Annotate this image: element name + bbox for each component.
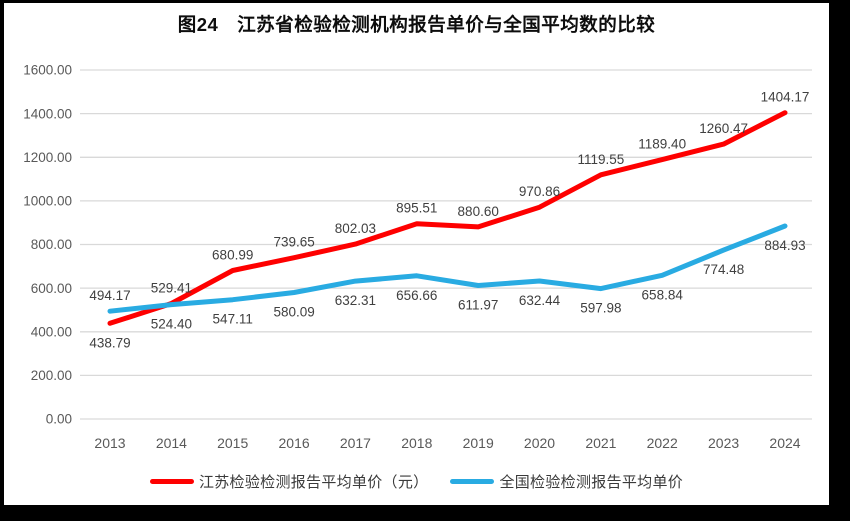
data-label-jiangsu: 802.03 (335, 221, 376, 236)
x-axis-tick-label: 2014 (156, 435, 187, 451)
x-axis-tick-label: 2022 (647, 435, 678, 451)
x-axis-tick-label: 2015 (217, 435, 248, 451)
x-axis-tick-label: 2020 (524, 435, 555, 451)
data-label-national: 656.66 (396, 288, 437, 303)
data-label-jiangsu: 895.51 (396, 201, 437, 216)
legend-label-national: 全国检验检测报告平均单价 (499, 474, 684, 491)
legend-swatch-blue-line (450, 479, 495, 484)
data-label-national: 658.84 (642, 287, 684, 302)
chart-legend: 江苏检验检测报告平均单价（元） 全国检验检测报告平均单价 (4, 471, 829, 492)
y-axis-tick-label: 400.00 (31, 324, 72, 339)
data-label-jiangsu: 680.99 (212, 248, 253, 263)
series-line-national (107, 223, 788, 314)
data-label-jiangsu: 739.65 (273, 235, 314, 250)
x-axis-tick-label: 2019 (463, 435, 494, 451)
data-label-national: 494.17 (89, 288, 130, 303)
data-label-national: 580.09 (273, 305, 314, 320)
data-label-jiangsu: 1119.55 (578, 152, 625, 167)
y-axis-tick-label: 800.00 (31, 237, 72, 252)
data-label-national: 632.44 (519, 293, 561, 308)
x-axis-tick-label: 2021 (585, 435, 616, 451)
scan-edge-left (0, 0, 4, 521)
data-label-jiangsu: 529.41 (151, 281, 192, 296)
scan-edge-right (829, 0, 850, 521)
x-axis-tick-label: 2017 (340, 435, 371, 451)
scan-edge-top (0, 0, 850, 3)
x-axis-tick-label: 2013 (94, 435, 125, 451)
data-label-national: 524.40 (151, 317, 192, 332)
legend-swatch-red-line (149, 479, 194, 484)
data-label-jiangsu: 880.60 (458, 204, 499, 219)
data-label-jiangsu: 438.79 (89, 335, 130, 350)
y-axis-tick-label: 1400.00 (23, 106, 72, 121)
data-label-jiangsu: 1189.40 (638, 137, 686, 152)
chart-title: 图24 江苏省检验检测机构报告单价与全国平均数的比较 (177, 14, 656, 35)
x-axis-tick-label: 2024 (769, 435, 800, 451)
x-axis-tick-label: 2018 (401, 435, 432, 451)
legend-item-jiangsu: 江苏检验检测报告平均单价（元） (149, 471, 429, 492)
y-axis-tick-label: 600.00 (31, 281, 72, 296)
x-axis-tick-label: 2016 (279, 435, 310, 451)
data-label-jiangsu: 1404.17 (761, 90, 810, 105)
legend-label-jiangsu: 江苏检验检测报告平均单价（元） (198, 474, 429, 491)
data-label-national: 884.93 (764, 238, 805, 253)
y-axis-tick-label: 1200.00 (23, 150, 72, 165)
data-label-national: 597.98 (580, 301, 621, 316)
x-axis-tick-label: 2023 (708, 435, 739, 451)
y-axis-tick-label: 1600.00 (23, 63, 72, 78)
data-label-national: 774.48 (703, 262, 744, 277)
data-label-national: 547.11 (213, 312, 253, 327)
series-line-jiangsu (107, 110, 788, 326)
data-label-national: 632.31 (335, 293, 376, 308)
y-axis-tick-label: 1000.00 (23, 194, 72, 209)
y-axis-tick-label: 0.00 (46, 412, 72, 427)
scan-edge-bottom (0, 505, 850, 521)
data-label-jiangsu: 970.86 (519, 184, 560, 199)
legend-item-national: 全国检验检测报告平均单价 (450, 471, 683, 492)
data-label-national: 611.97 (458, 298, 498, 313)
y-axis-tick-label: 200.00 (31, 368, 72, 383)
data-label-jiangsu: 1260.47 (699, 121, 748, 136)
